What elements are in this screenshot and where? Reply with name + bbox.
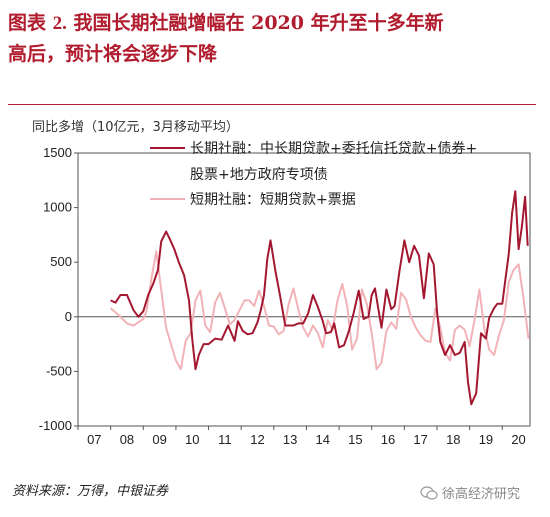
y-tick-label: 500 xyxy=(50,254,72,269)
y-tick-label: -1000 xyxy=(39,418,72,433)
title-divider xyxy=(8,104,536,105)
x-tick-label: 08 xyxy=(120,432,134,447)
x-tick-label: 19 xyxy=(479,432,493,447)
plot-frame xyxy=(77,152,531,427)
x-tick-label: 15 xyxy=(348,432,362,447)
source-note: 资料来源：万得，中银证券 xyxy=(12,484,169,499)
series-line-short-term xyxy=(109,250,530,371)
x-tick-label: 14 xyxy=(316,432,330,447)
x-tick-label: 17 xyxy=(413,432,427,447)
x-tick-label: 11 xyxy=(218,432,232,447)
title-text-line1: 我国长期社融增幅在 2020 年升至十多年新 xyxy=(66,12,444,34)
legend-label-long-term-line2: 股票+地方政府专项债 xyxy=(190,167,328,183)
figure-number: 2. xyxy=(52,13,67,34)
x-tick-label: 12 xyxy=(250,432,264,447)
wechat-icon xyxy=(420,485,438,500)
plot-area: -1000 -500 0 500 1000 1500 07 08 09 10 11 12 13 14 15 1… xyxy=(39,145,531,447)
x-tick-label: 13 xyxy=(283,432,297,447)
chart-title: 图表 2. 我国长期社融增幅在 2020 年升至十多年新 高后，预计将会逐步下降 xyxy=(8,8,538,69)
legend: 长期社融：中长期贷款+委托信托贷款+债券+ 股票+地方政府专项债短期社融：短期贷款… xyxy=(150,141,477,208)
y-tick-label: 0 xyxy=(65,309,72,324)
x-tick-label: 10 xyxy=(185,432,199,447)
x-tick-label: 20 xyxy=(511,432,525,447)
x-tick-label: 07 xyxy=(87,432,101,447)
x-tick-label: 16 xyxy=(381,432,395,447)
y-tick-label: 1000 xyxy=(43,200,72,215)
legend-label-long-term-line1: 长期社融：中长期贷款+委托信托贷款+债券+ xyxy=(190,141,477,157)
x-tick-label: 09 xyxy=(152,432,166,447)
y-axis-label: 同比多增（10亿元，3月移动平均） xyxy=(32,119,239,135)
y-tick-label: -500 xyxy=(46,363,72,378)
series-line-long-term xyxy=(110,190,529,406)
watermark: 徐高经济研究 xyxy=(420,483,520,502)
x-tick-label: 18 xyxy=(446,432,460,447)
y-tick-label: 1500 xyxy=(43,145,72,160)
figure-prefix: 图表 xyxy=(8,12,53,34)
watermark-text: 徐高经济研究 xyxy=(442,487,521,502)
chart-title-line1: 图表 2. 我国长期社融增幅在 2020 年升至十多年新 xyxy=(8,8,538,39)
chart-title-line2: 高后，预计将会逐步下降 xyxy=(8,43,218,65)
legend-label-short-term: 短期社融：短期贷款+票据 xyxy=(190,192,356,208)
